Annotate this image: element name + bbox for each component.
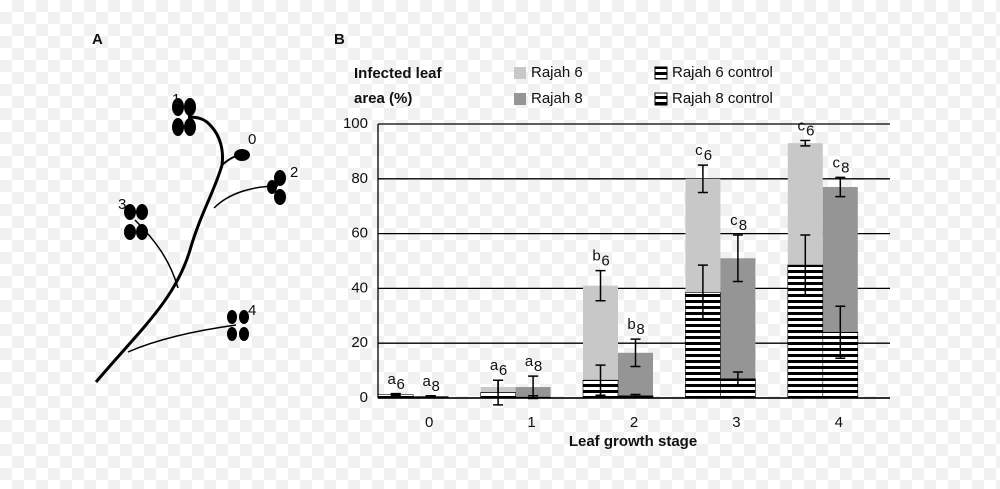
- error-bar: [630, 393, 641, 398]
- significance-subscript: 6: [704, 147, 712, 164]
- significance-letter: c: [798, 117, 806, 134]
- significance-subscript: 6: [397, 376, 405, 393]
- significance-subscript: 8: [534, 358, 542, 375]
- y-tick-label: 80: [351, 170, 368, 187]
- y-tick-label: 100: [343, 115, 368, 132]
- error-bar: [697, 164, 708, 194]
- node-label: 1: [172, 91, 180, 108]
- error-bar: [595, 364, 606, 397]
- error-bar: [835, 305, 846, 360]
- panel-label: B: [334, 31, 345, 48]
- significance-subscript: 8: [432, 378, 440, 395]
- node-label: 4: [248, 302, 256, 319]
- y-tick-label: 40: [351, 279, 368, 296]
- legend-swatch: [514, 67, 526, 79]
- legend-label: Rajah 8 control: [672, 90, 773, 107]
- significance-subscript: 8: [739, 217, 747, 234]
- legend-swatch: [654, 66, 668, 80]
- x-tick-label: 1: [527, 414, 535, 431]
- panel-label: A: [92, 31, 103, 48]
- error-bar: [493, 379, 504, 406]
- significance-letter: a: [490, 357, 499, 374]
- plant-drawing: [94, 115, 279, 383]
- node-label: 2: [290, 164, 298, 181]
- error-bar: [835, 176, 846, 198]
- error-bar: [425, 395, 436, 398]
- significance-letter: c: [695, 142, 703, 159]
- legend-label: Rajah 6 control: [672, 64, 773, 81]
- y-tick-label: 60: [351, 225, 368, 242]
- error-bar: [630, 338, 641, 368]
- legend-label: Rajah 8: [531, 90, 583, 107]
- significance-letter: a: [525, 353, 534, 370]
- significance-subscript: 8: [636, 321, 644, 338]
- legend-label: Rajah 6: [531, 64, 583, 81]
- error-bar: [697, 264, 708, 321]
- significance-letter: c: [833, 154, 841, 171]
- node-label: 3: [118, 196, 126, 213]
- leaves: [124, 98, 286, 341]
- significance-subscript: 6: [806, 122, 814, 139]
- significance-letter: b: [592, 248, 600, 265]
- y-axis-title: Infected leaf: [354, 65, 443, 82]
- error-bar: [732, 234, 743, 283]
- significance-letter: a: [388, 371, 397, 388]
- node-label: 0: [248, 131, 256, 148]
- x-tick-label: 0: [425, 414, 433, 431]
- x-tick-label: 4: [835, 414, 843, 431]
- error-bar: [800, 139, 811, 147]
- error-bar: [732, 371, 743, 387]
- y-tick-label: 0: [360, 389, 368, 406]
- legend-swatch: [654, 92, 668, 106]
- error-bar: [595, 269, 606, 302]
- significance-letter: b: [627, 316, 635, 333]
- legend-swatch: [514, 93, 526, 105]
- significance-subscript: 8: [841, 159, 849, 176]
- significance-letter: a: [423, 373, 432, 390]
- error-bar: [800, 234, 811, 296]
- error-bar: [390, 392, 401, 397]
- significance-letter: c: [730, 212, 738, 229]
- significance-subscript: 6: [601, 253, 609, 270]
- y-tick-label: 20: [351, 334, 368, 351]
- x-tick-label: 3: [732, 414, 740, 431]
- y-axis-title: area (%): [354, 90, 412, 107]
- x-tick-label: 2: [630, 414, 638, 431]
- x-axis-title: Leaf growth stage: [569, 433, 697, 450]
- significance-subscript: 6: [499, 362, 507, 379]
